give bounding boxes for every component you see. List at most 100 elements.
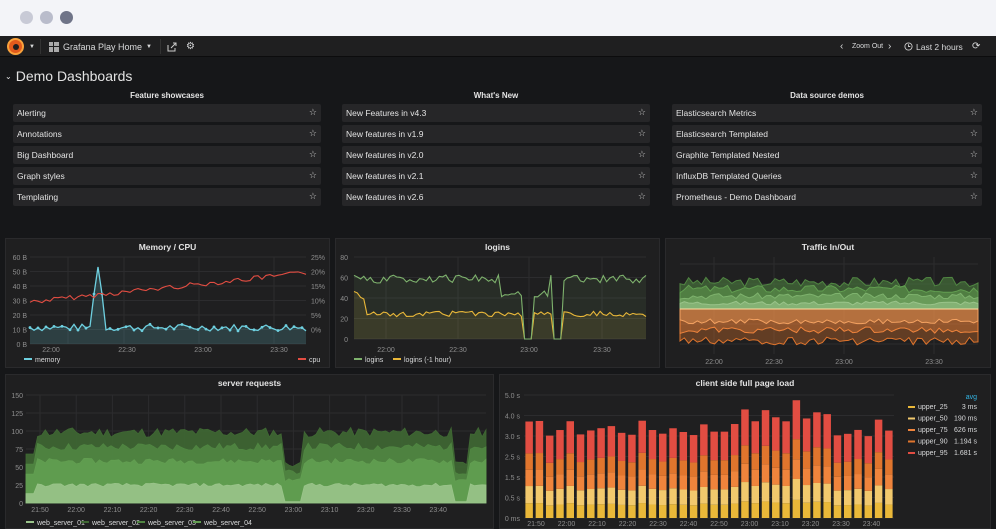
page-load-bar-segment[interactable] (782, 421, 790, 454)
page-load-bar-segment[interactable] (864, 436, 873, 464)
page-load-bar-segment[interactable] (566, 469, 575, 486)
dashlist-item[interactable]: Elasticsearch Templated ☆ (672, 125, 982, 143)
page-load-bar-segment[interactable] (741, 445, 749, 464)
page-load-bar-segment[interactable] (659, 505, 667, 518)
collapse-chevron-icon[interactable]: ⌄ (5, 71, 12, 81)
star-icon[interactable]: ☆ (637, 191, 646, 201)
page-load-bar-segment[interactable] (844, 433, 852, 462)
page-load-bar-segment[interactable] (669, 488, 677, 505)
page-load-bar-segment[interactable] (659, 475, 667, 491)
page-load-bar-segment[interactable] (823, 483, 831, 503)
page-load-bar-segment[interactable] (761, 501, 770, 518)
page-load-bar-segment[interactable] (700, 503, 708, 518)
legend-cpu[interactable]: cpu (309, 357, 320, 364)
page-load-bar-segment[interactable] (648, 488, 657, 505)
memory-point[interactable] (276, 329, 280, 332)
page-load-bar-segment[interactable] (679, 504, 688, 518)
page-load-bar-segment[interactable] (772, 450, 780, 468)
page-load-bar-segment[interactable] (741, 501, 749, 518)
page-load-bar-segment[interactable] (700, 455, 708, 472)
server-requests-graph[interactable]: 150 125 100 75 50 25 0 21:50 22:00 22:10 22:20 22:3… (6, 375, 495, 529)
page-load-bar-segment[interactable] (761, 410, 770, 446)
page-load-bar-segment[interactable] (689, 490, 698, 506)
page-load-bar-segment[interactable] (792, 400, 801, 440)
panel-title[interactable]: Memory / CPU (138, 242, 197, 252)
page-load-bar-segment[interactable] (751, 469, 760, 486)
page-load-bar-segment[interactable] (782, 453, 790, 470)
page-load-bar-segment[interactable] (802, 468, 811, 486)
panel-page-load[interactable]: client side full page load 5.0 s 4.0 s 3.0… (499, 374, 991, 529)
page-load-bar-segment[interactable] (730, 424, 739, 456)
page-load-bar-segment[interactable] (854, 474, 862, 489)
star-icon[interactable]: ☆ (969, 191, 978, 201)
page-load-bar-segment[interactable] (720, 460, 729, 475)
page-load-bar-segment[interactable] (535, 469, 544, 486)
memory-point[interactable] (268, 326, 272, 329)
logins-series-line[interactable] (353, 273, 647, 340)
memory-point[interactable] (44, 325, 48, 329)
page-load-bar-segment[interactable] (525, 469, 533, 487)
panel-title[interactable]: server requests (217, 378, 282, 388)
dashlist-item[interactable]: InfluxDB Templated Queries ☆ (672, 167, 982, 185)
page-load-bar-segment[interactable] (854, 429, 862, 460)
memory-point[interactable] (300, 326, 304, 330)
page-load-bar-segment[interactable] (545, 435, 554, 463)
page-load-bar-segment[interactable] (617, 432, 626, 461)
page-load-bar-segment[interactable] (864, 490, 873, 506)
dashlist-item[interactable]: New features in v1.9 ☆ (342, 125, 650, 143)
page-load-bar-segment[interactable] (792, 499, 801, 518)
page-load-bar-segment[interactable] (885, 430, 893, 460)
page-load-bar-segment[interactable] (628, 505, 636, 518)
page-load-bar-segment[interactable] (597, 428, 605, 458)
page-load-bar-segment[interactable] (535, 503, 544, 518)
memory-point[interactable] (220, 326, 224, 330)
memory-point[interactable] (148, 322, 152, 326)
page-load-bar-segment[interactable] (874, 468, 883, 486)
page-load-bar-segment[interactable] (576, 505, 585, 518)
page-load-bar-segment[interactable] (556, 430, 564, 460)
memory-point[interactable] (140, 329, 144, 333)
panel-traffic[interactable]: Traffic In/Out 22:00 22:30 23:00 23:30 (665, 238, 991, 368)
page-load-bar-segment[interactable] (535, 453, 544, 470)
page-load-bar-segment[interactable] (802, 485, 811, 503)
page-load-bar-segment[interactable] (710, 460, 718, 475)
page-load-bar-segment[interactable] (566, 485, 575, 504)
page-load-bar-segment[interactable] (607, 456, 616, 473)
page-load-bar-segment[interactable] (607, 487, 616, 504)
panel-server-requests[interactable]: server requests 150 125 100 75 50 25 0 21:50 22:… (5, 374, 494, 529)
page-load-bar-segment[interactable] (689, 462, 698, 477)
dashlist-item[interactable]: Big Dashboard ☆ (13, 146, 321, 164)
legend-server-1[interactable]: web_server_01 (36, 520, 85, 527)
legend-page-load-name[interactable]: upper_50 (918, 416, 948, 423)
memory-point[interactable] (284, 324, 288, 327)
traffic-out-series-area[interactable] (679, 308, 979, 325)
page-load-bar-segment[interactable] (525, 453, 533, 470)
page-load-bar-segment[interactable] (576, 490, 585, 506)
legend-logins[interactable]: logins (365, 357, 384, 364)
logins-graph[interactable]: 80 60 40 20 0 22:00 22:30 23:00 23:30 logins login… (336, 239, 661, 369)
server-series-area[interactable] (25, 482, 487, 504)
memory-point[interactable] (156, 326, 160, 330)
memory-point[interactable] (228, 328, 232, 332)
page-load-bar-segment[interactable] (772, 467, 780, 485)
page-load-bar-segment[interactable] (659, 490, 667, 506)
page-load-bar-segment[interactable] (802, 418, 811, 452)
page-load-bar-segment[interactable] (628, 434, 636, 463)
page-load-bar-segment[interactable] (874, 452, 883, 469)
memory-point[interactable] (212, 325, 216, 329)
star-icon[interactable]: ☆ (308, 149, 317, 159)
page-load-bar-segment[interactable] (864, 477, 873, 491)
page-load-bar-segment[interactable] (566, 453, 575, 470)
memory-point[interactable] (108, 327, 112, 330)
page-load-bar-segment[interactable] (741, 409, 749, 446)
page-load-bar-segment[interactable] (556, 488, 564, 505)
page-load-bar-segment[interactable] (730, 455, 739, 472)
zoom-out-button[interactable]: Zoom Out (852, 43, 884, 50)
traffic-out-series-area[interactable] (679, 308, 979, 346)
page-load-bar-segment[interactable] (587, 459, 595, 475)
page-load-bar-segment[interactable] (720, 489, 729, 505)
chevron-right-icon[interactable]: › (888, 41, 892, 52)
page-load-bar-segment[interactable] (587, 474, 595, 490)
memory-point[interactable] (28, 326, 32, 329)
page-load-bar-segment[interactable] (597, 488, 605, 505)
